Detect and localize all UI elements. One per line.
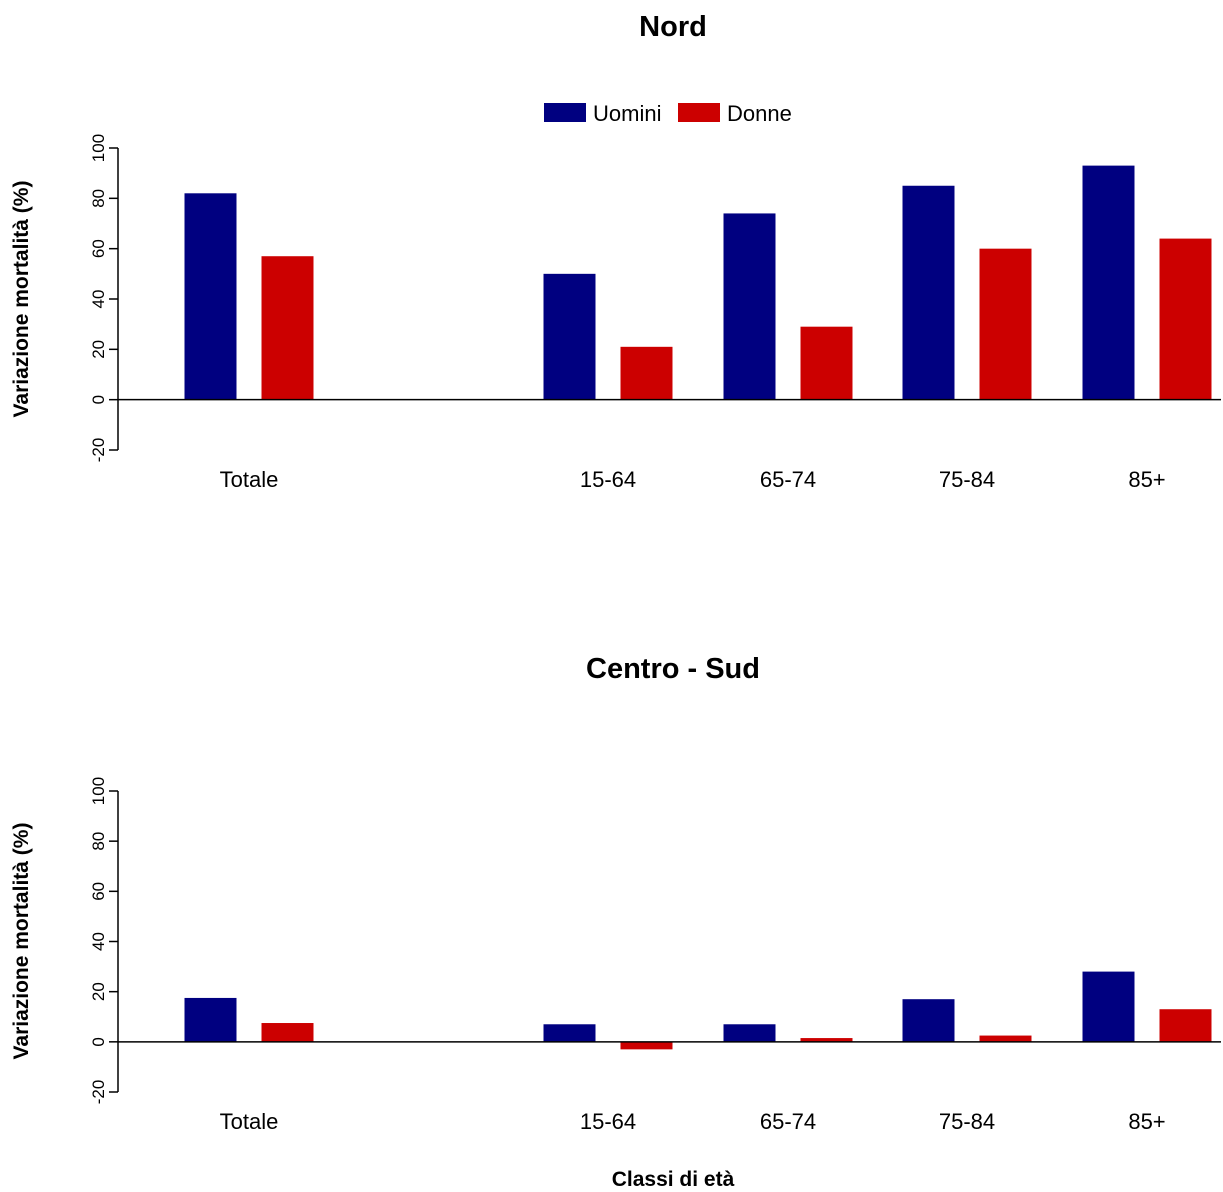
y-tick-label-nord-4: 60 (89, 239, 108, 258)
bar-centro-sud-uomini-0 (184, 997, 237, 1042)
y-tick-label-nord-5: 80 (89, 189, 108, 208)
category-label-nord-2: 65-74 (760, 467, 816, 492)
chart-title-centro-sud: Centro - Sud (586, 653, 760, 685)
y-axis-label-nord: Variazione mortalità (%) (10, 181, 33, 418)
y-tick-label-centro-sud-3: 40 (89, 932, 108, 951)
category-label-centro-sud-3: 75-84 (939, 1109, 995, 1134)
panel-centro-sud: Centro - Sud Variazione mortalità (%) -2… (10, 653, 1221, 1134)
y-tick-label-nord-3: 40 (89, 290, 108, 309)
category-label-centro-sud-0: Totale (220, 1109, 279, 1134)
y-tick-label-nord-1: 0 (89, 395, 108, 404)
legend-swatch-uomini (544, 103, 586, 122)
bar-centro-sud-donne-3 (979, 1035, 1032, 1042)
legend-label-uomini: Uomini (593, 101, 661, 126)
y-tick-label-nord-2: 20 (89, 340, 108, 359)
panel-nord: Nord Variazione mortalità (%) Uomini Don… (10, 11, 1221, 492)
y-tick-label-nord-0: -20 (89, 438, 108, 463)
y-tick-label-centro-sud-1: 0 (89, 1037, 108, 1046)
bar-centro-sud-uomini-1 (543, 1024, 596, 1042)
y-axis-label-centro-sud: Variazione mortalità (%) (10, 823, 33, 1060)
legend: Uomini Donne (544, 101, 792, 126)
bar-centro-sud-donne-0 (261, 1023, 314, 1042)
category-label-nord-0: Totale (220, 467, 279, 492)
bar-nord-uomini-4 (1082, 165, 1135, 400)
bar-nord-uomini-3 (902, 185, 955, 400)
legend-label-donne: Donne (727, 101, 792, 126)
category-label-nord-3: 75-84 (939, 467, 995, 492)
bar-centro-sud-uomini-3 (902, 999, 955, 1042)
category-label-centro-sud-2: 65-74 (760, 1109, 816, 1134)
bar-nord-uomini-2 (723, 213, 776, 400)
bar-centro-sud-uomini-4 (1082, 971, 1135, 1042)
y-tick-label-nord-6: 100 (89, 134, 108, 162)
category-label-nord-1: 15-64 (580, 467, 636, 492)
legend-swatch-donne (678, 103, 720, 122)
bar-nord-donne-1 (620, 346, 673, 400)
category-label-centro-sud-1: 15-64 (580, 1109, 636, 1134)
category-label-nord-4: 85+ (1128, 467, 1165, 492)
bar-centro-sud-donne-1 (620, 1041, 673, 1050)
bar-centro-sud-donne-2 (800, 1038, 853, 1042)
category-label-centro-sud-4: 85+ (1128, 1109, 1165, 1134)
y-tick-label-centro-sud-0: -20 (89, 1080, 108, 1105)
x-axis-label: Classi di età (612, 1168, 735, 1191)
bar-nord-donne-0 (261, 256, 314, 400)
bar-nord-donne-4 (1159, 238, 1212, 400)
y-tick-label-centro-sud-4: 60 (89, 882, 108, 901)
chart-title-nord: Nord (639, 11, 707, 43)
bar-nord-uomini-0 (184, 193, 237, 400)
y-tick-label-centro-sud-2: 20 (89, 982, 108, 1001)
bar-centro-sud-uomini-2 (723, 1024, 776, 1042)
y-tick-label-centro-sud-6: 100 (89, 777, 108, 805)
bar-nord-uomini-1 (543, 273, 596, 400)
bar-nord-donne-3 (979, 248, 1032, 400)
bar-nord-donne-2 (800, 326, 853, 400)
bar-centro-sud-donne-4 (1159, 1009, 1212, 1042)
y-tick-label-centro-sud-5: 80 (89, 832, 108, 851)
